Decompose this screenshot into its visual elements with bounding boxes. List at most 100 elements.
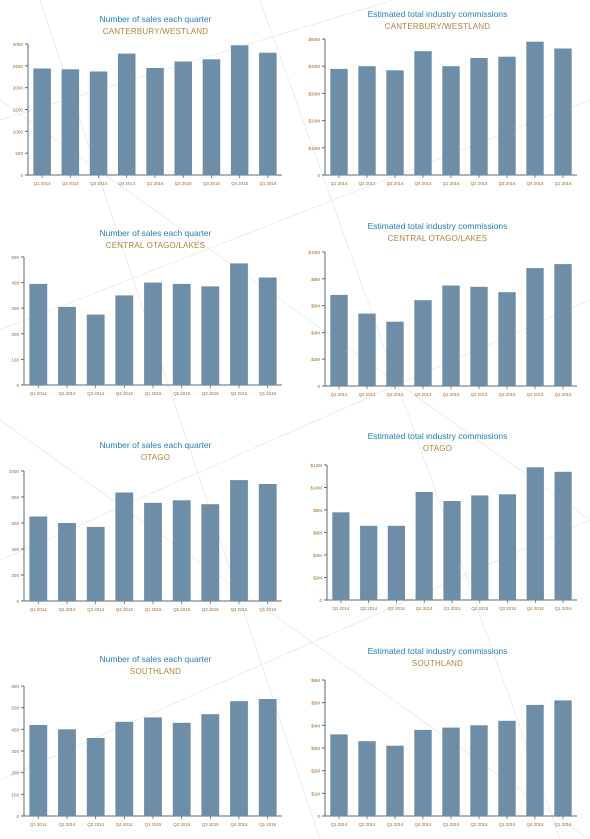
- bar: [115, 295, 134, 385]
- bar: [330, 294, 348, 386]
- bar: [554, 471, 572, 601]
- y-tick-label: 100: [11, 792, 19, 797]
- chart-title: Estimated total industry commissions: [367, 646, 508, 656]
- x-tick-label: Q1 2015: [145, 822, 162, 827]
- x-tick-label: Q1 2016: [555, 392, 572, 397]
- x-tick-label: Q3 2015: [499, 392, 516, 397]
- bar: [442, 285, 460, 386]
- chart-panel: Number of sales each quarter SOUTHLAND 0…: [0, 650, 295, 835]
- bar: [259, 52, 277, 176]
- bar: [258, 699, 277, 816]
- y-tick-label: $1M: [311, 791, 320, 796]
- bar: [201, 714, 220, 816]
- x-tick-label: Q2 2015: [471, 606, 488, 611]
- x-tick-label: Q3 2014: [87, 391, 104, 396]
- y-tick-label: 400: [11, 281, 19, 286]
- chart-title: Number of sales each quarter: [99, 228, 212, 238]
- bar: [230, 480, 248, 601]
- y-tick-label: $4M: [313, 553, 322, 558]
- chart-title: Number of sales each quarter: [99, 14, 212, 24]
- bar: [201, 286, 220, 385]
- y-tick-label: $6M: [311, 678, 320, 683]
- bar: [470, 58, 488, 175]
- y-tick-label: 600: [11, 521, 19, 526]
- y-tick-label: 1000: [13, 129, 24, 134]
- x-tick-label: Q2 2014: [62, 181, 79, 186]
- y-tick-label: $6M: [313, 531, 322, 536]
- x-tick-label: Q1 2014: [332, 606, 349, 611]
- y-tick-label: 300: [11, 306, 19, 311]
- x-tick-label: Q2 2015: [471, 181, 488, 186]
- bar-chart: 0 $1M $2M $3M $4M $5M $6M Q1 2014 Q2 2014 Q3 2014…: [311, 678, 577, 827]
- bar-chart: 0 $2M $4M $6M $8M $10M $12M Q1 2014 Q2 2014 Q3 20…: [311, 463, 577, 611]
- x-tick-label: Q2 2015: [173, 822, 190, 827]
- bar: [58, 729, 76, 816]
- bar: [554, 700, 572, 816]
- x-tick-label: Q2 2014: [360, 606, 377, 611]
- bar: [498, 56, 516, 176]
- chart-subtitle: CANTERBURY/WESTLAND: [384, 22, 491, 31]
- bar-chart: 0 $10M $20M $30M $40M $50M Q1 2014 Q2 2014 Q3 20…: [309, 37, 577, 186]
- bar: [554, 264, 572, 386]
- x-tick-label: Q1 2016: [259, 822, 276, 827]
- x-tick-label: Q3 2015: [499, 606, 516, 611]
- x-tick-label: Q1 2014: [30, 391, 47, 396]
- bar: [414, 51, 432, 176]
- y-tick-label: 200: [11, 332, 19, 337]
- bar: [386, 745, 404, 816]
- bar-chart: 0 100 200 300 400 500 Q1 2014 Q2 2014 Q3 2014 Q4 …: [11, 255, 282, 396]
- y-tick-label: 0: [16, 599, 19, 604]
- x-tick-label: Q4 2015: [231, 607, 248, 612]
- bar: [526, 268, 544, 386]
- y-tick-label: 200: [11, 771, 19, 776]
- y-tick-label: $12M: [311, 463, 323, 468]
- y-tick-label: 0: [317, 173, 320, 178]
- x-tick-label: Q4 2014: [415, 392, 432, 397]
- y-tick-label: $40M: [309, 64, 321, 69]
- chart-panel: Number of sales each quarter CANTERBURY/…: [0, 10, 295, 190]
- x-tick-label: Q4 2015: [527, 606, 544, 611]
- bar: [230, 701, 248, 816]
- y-tick-label: $2M: [311, 357, 320, 362]
- bar: [174, 61, 192, 175]
- y-tick-label: 400: [11, 727, 19, 732]
- y-tick-label: 2000: [13, 86, 24, 91]
- y-tick-label: 0: [317, 384, 320, 389]
- x-tick-label: Q4 2015: [527, 181, 544, 186]
- x-tick-label: Q1 2015: [443, 822, 460, 827]
- y-tick-label: 0: [16, 383, 19, 388]
- bar: [58, 306, 76, 385]
- bar: [86, 738, 105, 816]
- bar: [526, 704, 544, 816]
- bar: [118, 53, 136, 175]
- bar: [172, 283, 191, 385]
- x-tick-label: Q3 2014: [387, 181, 404, 186]
- bar: [172, 722, 191, 816]
- x-tick-label: Q4 2014: [116, 391, 133, 396]
- y-tick-label: $4M: [311, 723, 320, 728]
- chart-subtitle: OTAGO: [140, 453, 171, 462]
- bar: [332, 512, 350, 601]
- y-tick-label: 0: [20, 173, 23, 178]
- y-tick-label: $2M: [313, 576, 322, 581]
- x-tick-label: Q4 2014: [116, 607, 133, 612]
- x-tick-label: Q3 2015: [499, 822, 516, 827]
- x-tick-label: Q1 2016: [555, 181, 572, 186]
- x-tick-label: Q4 2014: [415, 822, 432, 827]
- x-tick-label: Q3 2014: [387, 822, 404, 827]
- x-tick-label: Q1 2015: [443, 181, 460, 186]
- bar: [115, 492, 134, 601]
- x-tick-label: Q3 2015: [203, 181, 220, 186]
- bar: [498, 720, 516, 816]
- bar: [470, 286, 488, 386]
- bar: [201, 504, 220, 601]
- bar: [387, 525, 405, 600]
- y-tick-label: 2500: [13, 64, 24, 69]
- bar-chart: 0 100 200 300 400 500 600 Q1 2014 Q2 2014 Q3 2014…: [11, 684, 282, 827]
- x-tick-label: Q4 2014: [116, 822, 133, 827]
- x-tick-label: Q2 2015: [175, 181, 192, 186]
- bar: [172, 500, 191, 602]
- bar: [86, 526, 105, 601]
- chart-subtitle: CENTRAL OTAGO/LAKES: [387, 234, 488, 243]
- bar: [230, 263, 248, 385]
